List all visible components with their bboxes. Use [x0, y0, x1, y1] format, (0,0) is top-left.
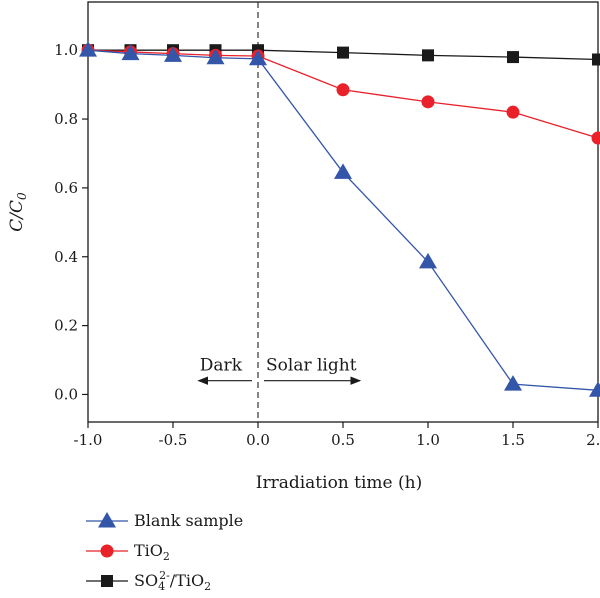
legend-label: Blank sample — [134, 511, 243, 530]
data-point — [421, 95, 435, 109]
legend-text-part: TiO — [134, 541, 163, 560]
data-point — [507, 51, 519, 64]
data-point — [79, 41, 97, 57]
data-point — [164, 46, 182, 62]
x-axis-ticks: -1.0 -0.5 0.0 0.5 1.0 1.5 2.0 — [74, 422, 600, 449]
data-point — [591, 131, 600, 145]
legend-marker — [98, 512, 116, 528]
x-tick-label: 1.5 — [501, 431, 525, 449]
legend-text-part: /TiO — [170, 571, 204, 590]
x-tick-label: 0.0 — [246, 431, 270, 449]
data-point — [419, 252, 437, 269]
series-line — [87, 49, 599, 391]
y-tick-label: 0.6 — [54, 179, 78, 197]
x-tick-label: 2.0 — [586, 431, 600, 449]
data-point — [337, 46, 349, 59]
legend-text-part: SO — [134, 571, 158, 590]
data-point — [121, 44, 140, 61]
legend-entry: Blank sample — [86, 511, 243, 530]
legend-entry: SO42-/TiO2 — [86, 569, 211, 593]
legend-entry: TiO2 — [86, 541, 170, 563]
legend-text-part: Blank sample — [134, 511, 243, 530]
y-axis-ticks: 0.0 0.2 0.4 0.6 0.8 1.0 — [54, 41, 88, 403]
data-point — [249, 49, 267, 66]
y-tick-label: 1.0 — [54, 41, 78, 59]
solar-light-label: Solar light — [266, 356, 357, 376]
x-tick-label: -0.5 — [159, 431, 188, 449]
legend-label: SO42-/TiO2 — [134, 569, 211, 593]
series-group — [79, 41, 600, 397]
dark-light-divider-group — [197, 2, 362, 422]
y-tick-label: 0.2 — [54, 317, 78, 335]
data-point — [504, 375, 522, 391]
x-tick-label: 0.5 — [331, 431, 355, 449]
y-tick-label: 0.4 — [54, 248, 78, 266]
dark-label: Dark — [200, 356, 243, 376]
series-circle — [81, 43, 600, 145]
data-point — [206, 48, 225, 65]
series-triangle — [79, 41, 600, 397]
x-tick-label: 1.0 — [416, 431, 440, 449]
data-point — [422, 49, 434, 62]
legend-subscript: 4 — [158, 580, 165, 593]
x-axis-title: Irradiation time (h) — [256, 473, 422, 493]
legend-superscript: 2- — [159, 569, 170, 582]
y-axis-title-main: C/C — [7, 200, 27, 232]
y-tick-label: 0.0 — [54, 385, 78, 403]
y-axis-title-subscript: 0 — [15, 192, 29, 200]
data-point — [506, 105, 520, 119]
y-tick-label: 0.8 — [54, 110, 78, 128]
data-point — [336, 83, 350, 97]
data-point — [589, 381, 600, 397]
legend-marker — [101, 575, 113, 587]
legend-label: TiO2 — [134, 541, 170, 563]
x-tick-label: -1.0 — [74, 431, 103, 449]
data-point — [592, 53, 600, 66]
legend-subscript: 2 — [163, 550, 170, 563]
data-point — [334, 163, 352, 179]
legend-marker — [100, 544, 114, 558]
y-axis-title: C/C0 — [7, 192, 29, 232]
legend-subscript: 2 — [204, 580, 211, 593]
